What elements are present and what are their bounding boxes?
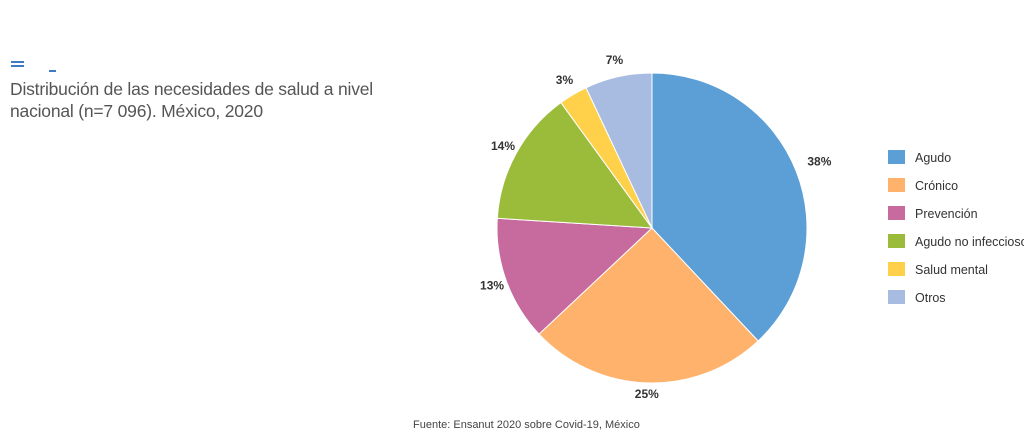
- legend-label: Salud mental: [915, 263, 988, 277]
- data-label: 25%: [635, 387, 659, 401]
- legend-swatch: [888, 290, 905, 304]
- pie-slice-3: [496, 101, 654, 229]
- legend-label: Prevención: [915, 207, 978, 221]
- legend-label: Otros: [915, 291, 946, 305]
- pie-slice-5: [585, 72, 653, 229]
- source-note: Fuente: Ensanut 2020 sobre Covid-19, Méx…: [413, 419, 640, 431]
- legend-swatch: [888, 234, 905, 248]
- data-label: 38%: [807, 155, 831, 169]
- legend-swatch: [888, 178, 905, 192]
- legend-swatch: [888, 262, 905, 276]
- data-label: 3%: [556, 73, 574, 87]
- legend-swatch: [888, 206, 905, 220]
- data-label: 7%: [606, 53, 624, 67]
- data-label: 14%: [491, 139, 515, 153]
- chart-title: Distribución de las necesidades de salud…: [10, 79, 373, 121]
- legend-label: Agudo: [915, 151, 951, 165]
- legend-label: Agudo no infeccioso: [915, 235, 1024, 249]
- pie-slice-0: [651, 72, 808, 342]
- pie-slice-2: [496, 217, 654, 335]
- pie-slice-1: [538, 227, 759, 384]
- legend-label: Crónico: [915, 179, 958, 193]
- data-label: 13%: [480, 279, 504, 293]
- legend-swatch: [888, 150, 905, 164]
